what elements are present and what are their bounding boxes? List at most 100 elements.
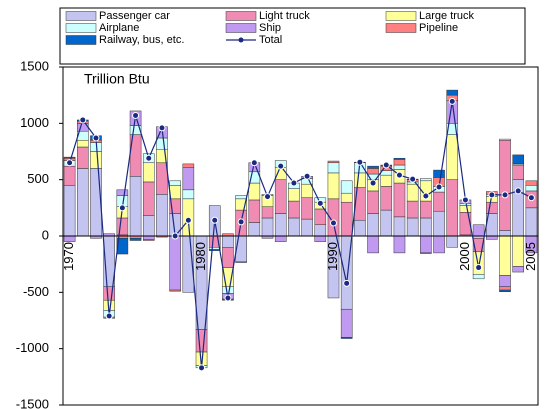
bar-segment — [314, 224, 327, 237]
bar-segment — [406, 217, 419, 237]
bar-segment — [77, 146, 89, 169]
bar-segment — [274, 213, 287, 237]
bar-segment — [301, 197, 313, 220]
bar-segment — [446, 89, 459, 96]
y-tick-label: -500 — [23, 284, 49, 299]
bar-segment — [393, 235, 406, 254]
y-tick-label: -1000 — [16, 340, 49, 355]
bar-segment — [208, 247, 221, 250]
bar-segment — [142, 181, 155, 216]
bar-segment — [129, 238, 142, 241]
bar-segment — [406, 183, 419, 202]
total-marker — [356, 158, 364, 166]
bar-segment — [367, 168, 379, 175]
total-marker — [290, 179, 298, 187]
bar-segment — [499, 138, 511, 141]
bar-segment — [367, 165, 379, 169]
total-marker — [316, 199, 324, 207]
y-tick-label: 0 — [42, 227, 49, 242]
bar-segment — [222, 286, 234, 294]
total-marker — [382, 161, 390, 169]
bar-segment — [340, 180, 353, 194]
bar-segment — [288, 200, 300, 219]
bar-segment — [380, 209, 393, 237]
bar-segment — [499, 139, 511, 231]
bar-segment — [525, 185, 538, 192]
total-marker — [198, 364, 206, 372]
bar-segment — [235, 195, 247, 200]
bar-segment — [288, 188, 300, 202]
legend-label: Pipeline — [419, 22, 458, 34]
bar-segment — [525, 180, 538, 186]
total-marker — [184, 216, 192, 224]
total-marker — [277, 162, 285, 170]
bar-segment — [142, 235, 155, 240]
legend-swatch — [225, 23, 257, 33]
bar-segment — [248, 199, 261, 223]
bar-segment — [420, 252, 432, 254]
bar-segment — [77, 168, 89, 237]
bar-segment — [182, 189, 195, 200]
y-tick-label: 500 — [27, 171, 49, 186]
legend: Passenger car Light truck Large truck Airpl… — [65, 10, 475, 46]
legend-box — [59, 7, 526, 65]
bar-segment — [499, 275, 511, 287]
bar-segment — [446, 134, 459, 180]
bar-segment — [459, 205, 472, 213]
bar-segment — [261, 217, 274, 237]
bar-segment — [472, 224, 485, 237]
legend-swatch — [225, 11, 257, 21]
total-marker — [395, 171, 403, 179]
bar-segment — [420, 235, 432, 254]
legend-marker — [238, 37, 244, 43]
total-marker — [92, 134, 100, 142]
chart-title: Trillion Btu — [84, 71, 150, 87]
bar-segment — [499, 289, 511, 293]
bar-segment — [367, 213, 379, 237]
legend-swatch — [65, 35, 97, 45]
bar-segment — [116, 217, 129, 236]
legend-label: Light truck — [259, 10, 310, 22]
total-marker — [527, 194, 535, 202]
bar-segment — [156, 194, 168, 237]
legend-label: Airplane — [99, 22, 139, 34]
legend-swatch — [65, 23, 97, 33]
bar-segment — [340, 201, 353, 237]
bar-segment — [327, 172, 340, 200]
bar-segment — [433, 169, 445, 178]
bar-segment — [235, 235, 247, 263]
bar-segment — [274, 179, 287, 214]
bar-segment — [90, 168, 102, 237]
total-marker — [118, 204, 126, 212]
bar-segment — [486, 201, 498, 214]
total-marker — [79, 116, 87, 124]
x-tick-label: 2000 — [457, 242, 472, 271]
total-marker — [461, 196, 469, 204]
total-marker — [501, 191, 509, 199]
bar-segment — [499, 230, 511, 237]
bar-segment — [406, 200, 419, 219]
bar-segment — [142, 239, 155, 241]
bar-segment — [433, 191, 445, 212]
bar-segment — [63, 235, 76, 242]
total-marker — [343, 279, 351, 287]
bar-segment — [129, 176, 142, 237]
bar-segment — [248, 182, 261, 201]
bar-segment — [512, 266, 525, 273]
x-tick-label: 2005 — [523, 242, 538, 271]
bar-segment — [354, 172, 366, 188]
y-tick-label: 1500 — [20, 58, 49, 73]
bar-segment — [367, 235, 379, 254]
bar-segment — [393, 164, 406, 170]
legend-label: Railway, bus, etc. — [99, 34, 184, 46]
legend-swatch — [385, 23, 417, 33]
bar-segment — [169, 185, 181, 200]
bar-segment — [499, 235, 511, 276]
bar-segment — [314, 235, 327, 242]
total-marker — [250, 159, 258, 167]
total-marker — [369, 179, 377, 187]
bar-segment — [420, 178, 432, 182]
total-marker — [224, 294, 232, 302]
y-tick-label: -1500 — [16, 396, 49, 409]
x-tick-label: 1980 — [193, 242, 208, 271]
